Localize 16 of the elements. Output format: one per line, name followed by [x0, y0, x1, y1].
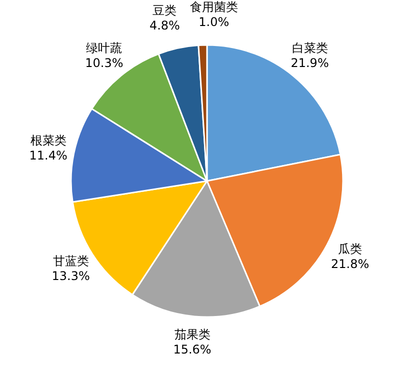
data-label: 13.3%	[52, 268, 90, 283]
slice-label: 甘蓝类	[52, 254, 89, 268]
data-label: 21.9%	[290, 56, 329, 70]
data-label: 15.6%	[173, 342, 212, 356]
slice-label: 根菜类	[30, 133, 66, 148]
data-label: 1.0%	[198, 15, 230, 30]
data-label: 10.3%	[85, 56, 124, 70]
slice-label: 瓜类	[338, 242, 362, 256]
data-label: 21.8%	[331, 256, 370, 271]
slice-label: 茄果类	[174, 327, 210, 342]
data-label: 4.8%	[149, 18, 180, 33]
slice-label: 豆类	[152, 4, 177, 18]
slice-label: 绿叶蔬	[86, 40, 122, 55]
slice-label: 食用菌类	[190, 0, 238, 14]
slice-label: 白菜类	[292, 40, 328, 55]
data-label: 11.4%	[29, 148, 68, 162]
